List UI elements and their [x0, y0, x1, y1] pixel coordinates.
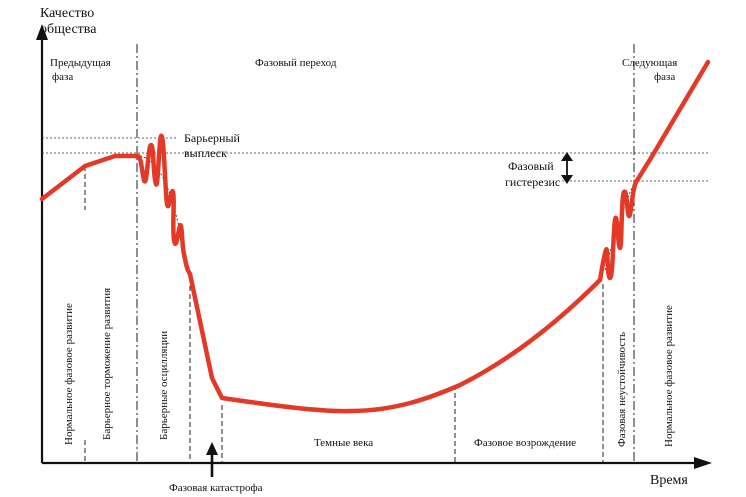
- phase-revival-label: Фазовое возрождение: [474, 437, 576, 449]
- x-axis-arrow-icon: [694, 457, 712, 469]
- y-axis-arrow-icon: [36, 24, 48, 40]
- x-axis-label: Время: [650, 473, 688, 488]
- barrier-braking-label: Барьерное торможение развития: [101, 288, 113, 440]
- hysteresis-label-line1: Фазовый: [508, 159, 554, 173]
- barrier-burst-label-line1: Барьерный: [184, 131, 241, 145]
- hysteresis-label-line2: гистерезис: [505, 175, 560, 189]
- normal-development-label: Нормальное фазовое развитие: [63, 303, 75, 445]
- phase-transition-label: Фазовый переход: [255, 57, 337, 69]
- catastrophe-arrow-icon: [206, 442, 218, 455]
- barrier-oscillations-label: Барьерные осцилляции: [158, 331, 170, 440]
- next-phase-label-line1: Следующая: [622, 57, 677, 69]
- dark-ages-label: Темные века: [314, 437, 373, 449]
- society-quality-curve: [39, 59, 711, 414]
- y-axis-label-line2: общества: [40, 22, 97, 37]
- previous-phase-label-line2: фаза: [52, 71, 73, 83]
- hysteresis-arrow-down-icon: [561, 175, 573, 184]
- next-phase-label-line2: фаза: [654, 71, 675, 83]
- normal-development-next-label: Нормальное фазовое развитие: [663, 305, 675, 447]
- phase-instability-label: Фазовая неустойчивость: [616, 332, 628, 447]
- catastrophe-label: Фазовая катастрофа: [169, 482, 263, 494]
- previous-phase-label-line1: Предыдущая: [50, 57, 111, 69]
- hysteresis-arrow-up-icon: [561, 152, 573, 161]
- barrier-burst-label-line2: выплеск: [184, 146, 227, 160]
- y-axis-label-line1: Качество: [40, 6, 94, 21]
